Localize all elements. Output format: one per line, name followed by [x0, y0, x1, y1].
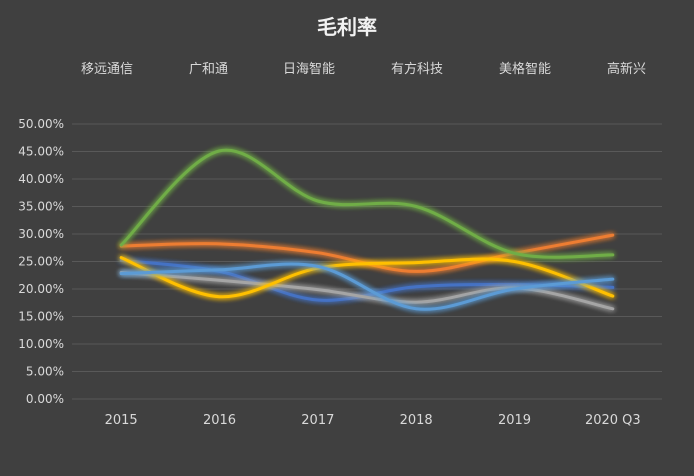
x-tick-label: 2015 [105, 413, 138, 428]
series-line-2 [119, 233, 615, 273]
series-line-6 [119, 148, 615, 259]
y-tick-label: 40.00% [18, 172, 64, 186]
y-tick-label: 20.00% [18, 282, 64, 296]
legend-label: 日海智能 [283, 62, 335, 77]
y-tick-label: 50.00% [18, 117, 64, 131]
x-tick-label: 2019 [498, 413, 531, 428]
legend-label: 广和通 [189, 62, 228, 77]
legend-label: 高新兴 [607, 61, 646, 77]
y-tick-label: 5.00% [26, 365, 64, 379]
y-axis-ticks: 0.00% 5.00% 10.00% 15.00% 20.00% 25.00% 30.00%… [18, 117, 64, 406]
y-tick-label: 35.00% [18, 200, 64, 214]
y-tick-label: 25.00% [18, 255, 64, 269]
x-tick-label: 2018 [400, 413, 433, 428]
legend-label: 美格智能 [499, 61, 551, 77]
y-tick-label: 10.00% [18, 337, 64, 351]
x-axis-ticks: 2015 2016 2017 2018 2019 2020 Q3 [105, 413, 641, 428]
legend-label: 移远通信 [81, 62, 133, 77]
series-line-3 [119, 271, 615, 311]
x-tick-label: 2016 [203, 413, 236, 428]
x-tick-label: 2020 Q3 [585, 413, 641, 428]
legend-label: 有方科技 [391, 61, 443, 77]
legend: 移远通信 广和通 日海智能 有方科技 美格智能 高新兴 [43, 61, 646, 77]
y-tick-label: 30.00% [18, 227, 64, 241]
series-line-5 [119, 262, 615, 311]
y-tick-label: 15.00% [18, 310, 64, 324]
series-line-4 [119, 256, 615, 299]
chart-title: 毛利率 [317, 15, 377, 39]
y-tick-label: 45.00% [18, 145, 64, 159]
y-tick-label: 0.00% [26, 392, 64, 406]
series-lines [119, 148, 615, 311]
x-tick-label: 2017 [301, 413, 334, 428]
grid-lines [72, 123, 662, 400]
